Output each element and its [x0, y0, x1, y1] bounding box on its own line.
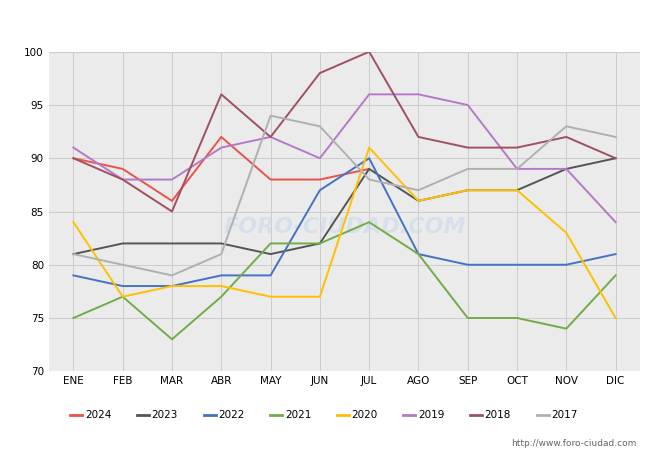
Text: 2017: 2017 — [551, 410, 578, 420]
Text: Afiliados en Darnius a 31/5/2024: Afiliados en Darnius a 31/5/2024 — [200, 13, 450, 28]
Text: 2022: 2022 — [218, 410, 244, 420]
Text: 2020: 2020 — [352, 410, 378, 420]
Text: 2021: 2021 — [285, 410, 311, 420]
Text: FORO-CIUDAD.COM: FORO-CIUDAD.COM — [223, 217, 466, 238]
Text: 2018: 2018 — [485, 410, 511, 420]
Text: http://www.foro-ciudad.com: http://www.foro-ciudad.com — [512, 439, 637, 448]
Text: 2023: 2023 — [151, 410, 178, 420]
Text: 2024: 2024 — [85, 410, 111, 420]
Text: 2019: 2019 — [418, 410, 445, 420]
